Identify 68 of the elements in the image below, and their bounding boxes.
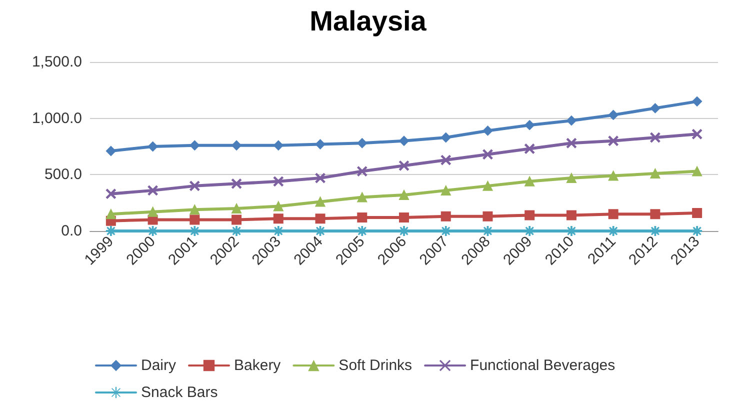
point <box>148 142 158 152</box>
point <box>273 140 284 150</box>
point <box>650 168 660 179</box>
point <box>566 116 576 126</box>
point <box>482 149 493 160</box>
point <box>232 214 242 225</box>
point <box>440 185 451 196</box>
point <box>524 144 535 154</box>
point <box>692 129 702 140</box>
point <box>357 138 368 148</box>
point <box>524 176 535 186</box>
point <box>608 110 618 120</box>
point <box>399 136 409 146</box>
point <box>566 138 576 148</box>
y-tick-label: 1,000.0 <box>32 110 82 127</box>
legend-label: Soft Drinks <box>338 357 412 374</box>
point <box>357 192 368 202</box>
point <box>608 209 618 220</box>
point <box>273 201 284 212</box>
point <box>106 146 116 156</box>
point <box>399 212 409 222</box>
point <box>608 170 618 181</box>
point <box>357 212 368 222</box>
point <box>482 180 493 191</box>
y-tick-label: 0.0 <box>61 222 82 240</box>
y-tick-label: 1,500.0 <box>32 54 82 70</box>
point <box>650 103 660 114</box>
point <box>650 132 660 142</box>
point <box>524 210 535 220</box>
legend-label: Functional Beverages <box>470 357 616 374</box>
point <box>232 178 242 189</box>
point <box>315 139 326 150</box>
point <box>440 211 451 222</box>
point <box>273 214 284 224</box>
point <box>692 208 702 218</box>
legend-label: Dairy <box>141 357 176 374</box>
point <box>106 209 116 220</box>
point <box>399 160 409 171</box>
point <box>148 206 158 217</box>
point <box>357 166 368 176</box>
point <box>315 196 326 207</box>
point <box>524 120 535 130</box>
point <box>566 210 576 220</box>
point <box>482 211 493 222</box>
point <box>190 140 200 150</box>
point <box>232 203 242 214</box>
legend-label: Bakery <box>234 357 282 374</box>
point <box>190 180 200 191</box>
point <box>190 214 200 225</box>
point <box>692 96 702 106</box>
point <box>482 126 493 136</box>
y-tick-label: 500.0 <box>44 166 82 184</box>
point <box>440 155 451 166</box>
point <box>692 166 702 176</box>
point <box>315 214 326 224</box>
legend-label: Snack Bars <box>141 384 218 401</box>
point <box>566 173 576 184</box>
point <box>148 185 158 196</box>
point <box>190 204 200 215</box>
chart-title: Malaysia <box>310 6 427 36</box>
point <box>315 173 326 184</box>
point <box>273 176 284 186</box>
point <box>399 190 409 200</box>
point <box>440 132 451 142</box>
point <box>106 188 116 199</box>
point <box>650 209 660 220</box>
point <box>608 136 618 146</box>
point <box>232 140 242 150</box>
